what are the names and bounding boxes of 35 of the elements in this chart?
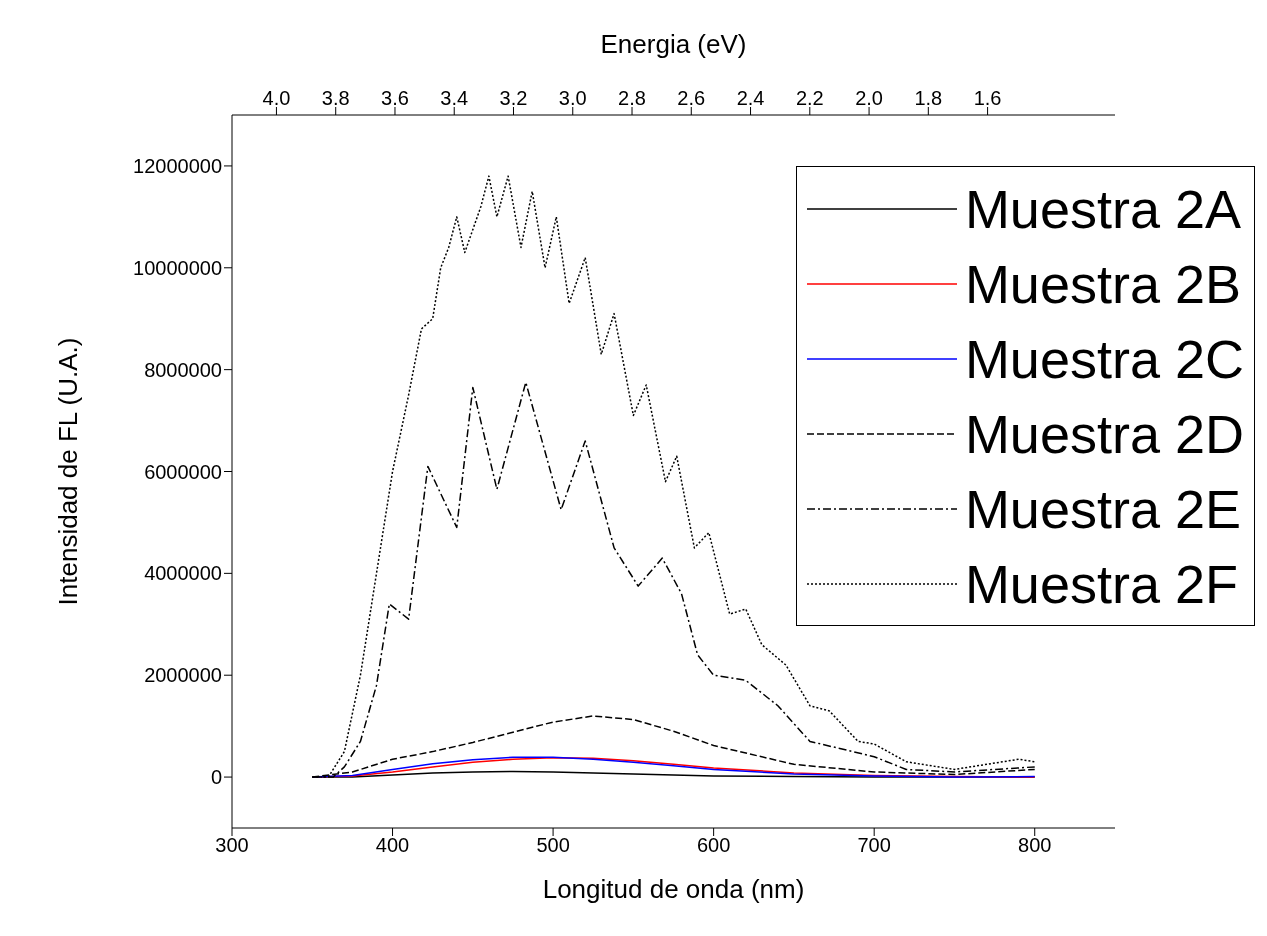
- legend-label: Muestra 2A: [964, 177, 1242, 240]
- x2-tick-label: 2.6: [677, 87, 706, 109]
- x-tick-label: 700: [857, 834, 891, 857]
- y-tick-label: 10000000: [133, 256, 222, 279]
- x2-tick-label: 2.2: [795, 87, 824, 109]
- x-tick-label: 600: [696, 834, 731, 857]
- legend-label: Muestra 2E: [964, 477, 1242, 540]
- x2-tick-label: 3.4: [440, 87, 469, 109]
- x2-tick-label: 2.8: [618, 87, 646, 109]
- x-tick-label: 400: [375, 834, 410, 857]
- x-axis-title: Longitud de onda (nm): [542, 874, 805, 904]
- legend-label: Muestra 2C: [964, 327, 1244, 390]
- y-axis-title: Intensidad de FL (U.A.): [53, 337, 84, 606]
- x2-tick-label: 1.6: [973, 87, 1002, 109]
- y-tick-label: 4000000: [144, 562, 222, 585]
- y-tick-label: 2000000: [144, 664, 222, 687]
- x-tick-label: 800: [1018, 834, 1052, 857]
- y-tick-label: 0: [210, 766, 222, 789]
- x2-tick-label: 3.8: [321, 87, 350, 109]
- x2-tick-label: 4.0: [262, 87, 291, 109]
- x2-tick-label: 3.2: [499, 87, 528, 109]
- y-tick-label: 6000000: [144, 460, 222, 483]
- x2-tick-label: 1.8: [914, 87, 943, 109]
- x2-tick-label: 2.4: [736, 87, 765, 109]
- x2-tick-label: 2.0: [855, 87, 883, 109]
- legend-label: Muestra 2F: [964, 552, 1238, 615]
- x-tick-label: 500: [536, 834, 570, 857]
- y-tick-label: 8000000: [144, 358, 222, 381]
- x2-axis-title: Energia (eV): [600, 29, 747, 60]
- x2-tick-label: 3.6: [381, 87, 409, 109]
- x-tick-label: 300: [215, 834, 249, 857]
- x2-tick-label: 3.0: [558, 87, 587, 109]
- legend-label: Muestra 2D: [964, 402, 1244, 465]
- legend-label: Muestra 2B: [964, 252, 1242, 315]
- y-tick-label: 12000000: [133, 155, 222, 178]
